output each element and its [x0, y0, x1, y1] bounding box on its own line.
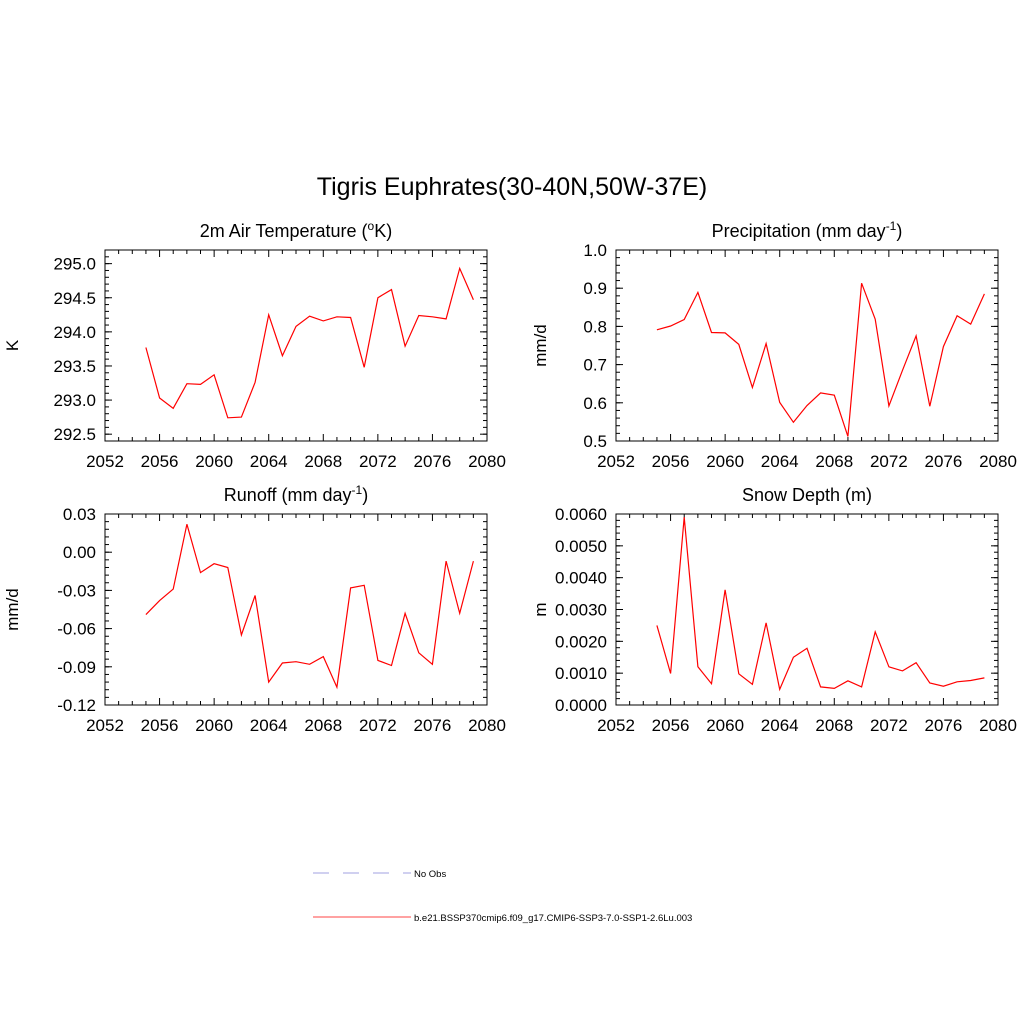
y-tick-label: 0.6	[583, 394, 607, 413]
legend: No Obs b.e21.BSSP370cmip6.f09_g17.CMIP6-S…	[313, 869, 692, 924]
y-tick-label: 0.0060	[555, 505, 607, 524]
y-tick-label: 0.0040	[555, 569, 607, 588]
y-tick-label: 0.03	[63, 505, 96, 524]
y-axis-label: K	[3, 339, 22, 351]
x-tick-label: 2060	[195, 716, 233, 735]
x-tick-label: 2060	[706, 716, 744, 735]
x-tick-label: 2060	[706, 452, 744, 471]
x-tick-label: 2052	[86, 452, 124, 471]
panel-air-temperature: 2052 2056 2060 2064 2068 2072 2076 2080 292.5 293…	[3, 219, 506, 471]
plot-frame	[615, 513, 999, 706]
x-tick-label: 2076	[925, 452, 963, 471]
y-tick-label: -0.09	[57, 658, 96, 677]
x-tick-label: 2056	[652, 452, 690, 471]
y-tick-label: 1.0	[583, 241, 607, 260]
x-tick-label: 2072	[359, 716, 397, 735]
y-tick-label: 293.0	[53, 391, 96, 410]
tick-marks	[104, 249, 488, 442]
x-tick-label: 2064	[761, 716, 799, 735]
y-tick-label: 0.0030	[555, 601, 607, 620]
tick-marks	[615, 249, 999, 442]
panel-title: Precipitation (mm day-1)	[712, 219, 903, 241]
y-tick-label: 293.5	[53, 357, 96, 376]
x-tick-label: 2080	[468, 452, 506, 471]
x-tick-label: 2056	[141, 452, 179, 471]
series-line	[656, 517, 985, 692]
y-tick-label: 294.5	[53, 289, 96, 308]
panel-title: Runoff (mm day-1)	[224, 483, 368, 505]
x-tick-label: 2052	[597, 452, 635, 471]
x-tick-label: 2080	[979, 452, 1017, 471]
y-tick-label: 0.7	[583, 356, 607, 375]
x-tick-label: 2072	[359, 452, 397, 471]
y-tick-label: 294.0	[53, 323, 96, 342]
y-tick-label: 0.9	[583, 279, 607, 298]
x-tick-label: 2064	[761, 452, 799, 471]
series-line	[145, 524, 474, 690]
plot-frame	[615, 249, 999, 442]
y-tick-label: 0.8	[583, 317, 607, 336]
y-tick-label: 292.5	[53, 425, 96, 444]
legend-label: No Obs	[414, 869, 446, 880]
series-line	[656, 282, 985, 437]
tick-marks	[615, 513, 999, 706]
y-tick-label: 0.0010	[555, 664, 607, 683]
y-tick-label: 0.0020	[555, 632, 607, 651]
y-tick-label: 0.00	[63, 543, 96, 562]
x-tick-label: 2068	[304, 452, 342, 471]
tick-marks	[104, 513, 488, 706]
y-axis-label: mm/d	[3, 588, 22, 631]
y-tick-label: 0.0000	[555, 696, 607, 715]
legend-label: b.e21.BSSP370cmip6.f09_g17.CMIP6-SSP3-7.…	[414, 913, 692, 924]
x-tick-label: 2076	[925, 716, 963, 735]
panel-runoff: 2052 2056 2060 2064 2068 2072 2076 2080 -0.12 -0.…	[3, 483, 506, 735]
y-tick-label: 295.0	[53, 255, 96, 274]
x-tick-label: 2072	[870, 716, 908, 735]
y-tick-label: -0.03	[57, 581, 96, 600]
figure-title: Tigris Euphrates(30-40N,50W-37E)	[317, 173, 707, 201]
series-line	[145, 266, 474, 419]
x-tick-label: 2052	[86, 716, 124, 735]
x-tick-label: 2076	[414, 452, 452, 471]
y-tick-label: 0.0050	[555, 537, 607, 556]
x-tick-label: 2068	[304, 716, 342, 735]
x-tick-label: 2060	[195, 452, 233, 471]
panel-precipitation: 2052 2056 2060 2064 2068 2072 2076 2080 0.5 0.6 0.…	[531, 219, 1017, 471]
plot-frame	[104, 249, 488, 442]
x-tick-label: 2056	[141, 716, 179, 735]
x-tick-label: 2056	[652, 716, 690, 735]
x-tick-label: 2052	[597, 716, 635, 735]
x-tick-label: 2072	[870, 452, 908, 471]
x-tick-label: 2064	[250, 452, 288, 471]
y-tick-label: -0.06	[57, 620, 96, 639]
x-tick-label: 2076	[414, 716, 452, 735]
x-tick-label: 2080	[979, 716, 1017, 735]
y-axis-label: mm/d	[531, 324, 550, 367]
panel-title: 2m Air Temperature (oK)	[200, 219, 392, 241]
x-tick-label: 2068	[815, 452, 853, 471]
y-tick-label: 0.5	[583, 432, 607, 451]
plot-frame	[104, 513, 488, 706]
y-axis-label: m	[531, 602, 550, 616]
x-tick-label: 2080	[468, 716, 506, 735]
x-tick-label: 2064	[250, 716, 288, 735]
y-tick-label: -0.12	[57, 696, 96, 715]
panel-title: Snow Depth (m)	[742, 485, 872, 505]
x-tick-label: 2068	[815, 716, 853, 735]
panel-snow-depth: 2052 2056 2060 2064 2068 2072 2076 2080 0.0000 0.…	[531, 485, 1017, 735]
